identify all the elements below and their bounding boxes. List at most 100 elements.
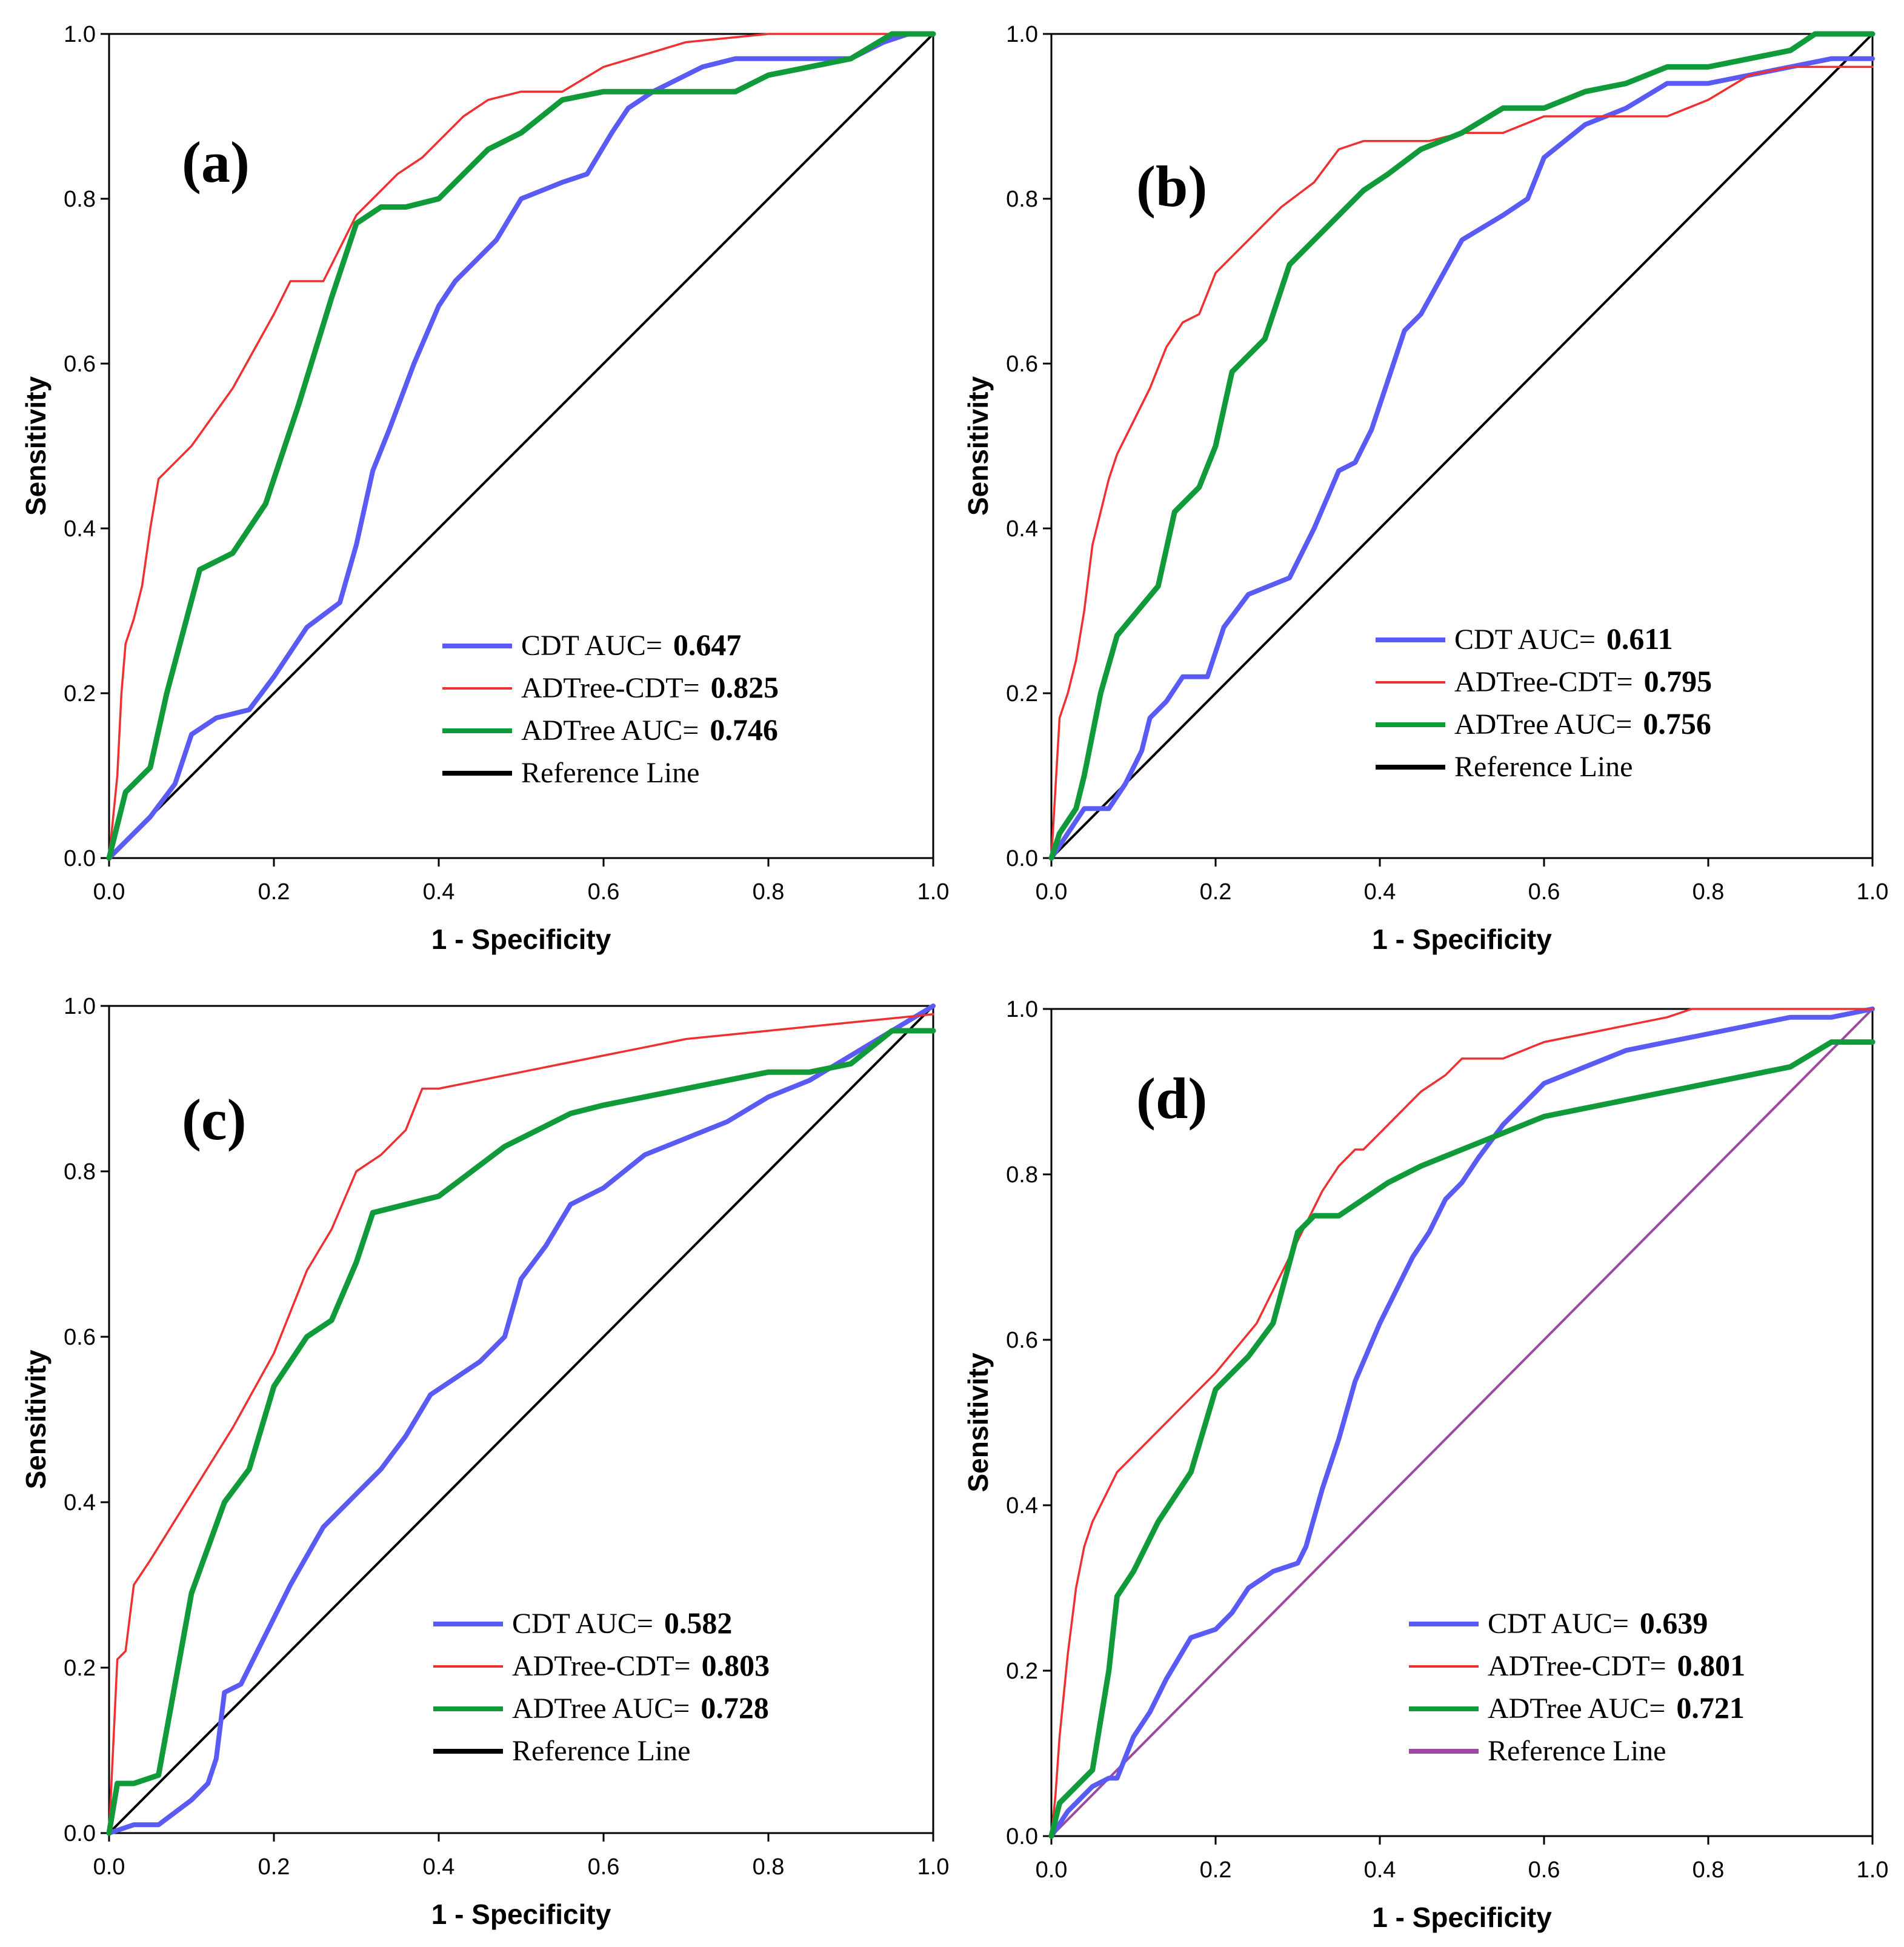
panel-label: (a) <box>182 130 250 195</box>
y-axis-title: Sensitivity <box>962 376 994 516</box>
panel-label: (c) <box>182 1087 247 1152</box>
roc-panel-b: 0.0 0.2 0.4 0.6 0.8 1.0 0.0 0.2 0.4 0.6 0.8 1.0 1 - … <box>962 22 1888 955</box>
legend-label: ADTree-CDT= <box>1488 1650 1666 1682</box>
adtree-cdt-roc-curve <box>108 1013 934 1834</box>
plot-frame <box>108 1005 934 1834</box>
y-axis-title: Sensitivity <box>20 1350 52 1489</box>
y-tick-label: 1.0 <box>1006 997 1038 1022</box>
x-tick-label: 0.6 <box>1528 1857 1560 1883</box>
x-tick-label: 0.0 <box>93 879 125 905</box>
y-tick-label: 0.0 <box>1006 846 1038 871</box>
x-tick-label: 0.8 <box>1693 1857 1725 1883</box>
x-tick-label: 0.2 <box>1200 879 1232 905</box>
cdt-roc-curve <box>107 32 936 860</box>
legend-label: Reference Line <box>512 1735 690 1767</box>
legend: CDT AUC= 0.639 ADTree-CDT= 0.801 ADTree AUC=… <box>1409 1606 1745 1767</box>
panel-label: (d) <box>1136 1066 1207 1131</box>
y-tick-label: 0.8 <box>1006 1162 1038 1188</box>
y-tick-label: 1.0 <box>64 994 96 1019</box>
y-tick-label: 0.2 <box>64 681 96 707</box>
legend-auc-value: 0.728 <box>701 1691 769 1725</box>
reference-roc-curve <box>1050 33 1874 859</box>
legend-label: Reference Line <box>1454 751 1633 783</box>
adtree-cdt-roc-curve <box>108 33 934 859</box>
y-tick-label: 0.2 <box>1006 1659 1038 1684</box>
legend-label: CDT AUC= <box>521 630 662 662</box>
x-tick-label: 1.0 <box>917 1854 950 1880</box>
x-tick-label: 1.0 <box>1857 879 1889 905</box>
legend-label: CDT AUC= <box>1454 624 1596 656</box>
y-tick-label: 0.0 <box>1006 1824 1038 1849</box>
y-tick-label: 0.0 <box>64 1821 96 1846</box>
legend-auc-value: 0.611 <box>1606 622 1673 656</box>
adtree-roc-curve <box>106 31 936 861</box>
y-tick-label: 0.6 <box>1006 1328 1038 1353</box>
x-tick-label: 0.4 <box>423 879 455 905</box>
x-axis-title: 1 - Specificity <box>1372 1902 1552 1933</box>
legend-label: ADTree AUC= <box>512 1692 690 1725</box>
x-tick-label: 0.6 <box>588 1854 620 1880</box>
cdt-roc-curve <box>107 1003 936 1836</box>
legend-label: CDT AUC= <box>1488 1608 1629 1640</box>
adtree-roc-curve <box>1048 1039 1876 1839</box>
roc-panel-d: 0.0 0.2 0.4 0.6 0.8 1.0 0.0 0.2 0.4 0.6 0.8 1.0 1 - … <box>962 997 1888 1933</box>
plot-frame <box>108 33 934 859</box>
x-tick-label: 0.8 <box>753 1854 785 1880</box>
legend-label: ADTree AUC= <box>521 714 699 747</box>
legend-auc-value: 0.647 <box>673 628 742 662</box>
y-tick-label: 0.8 <box>64 187 96 212</box>
plot-frame <box>1050 1008 1874 1837</box>
reference-roc-curve <box>108 33 934 859</box>
y-tick-label: 0.8 <box>64 1159 96 1185</box>
y-tick-label: 0.4 <box>64 516 96 542</box>
legend-label: ADTree AUC= <box>1488 1692 1665 1725</box>
y-tick-label: 0.6 <box>64 351 96 377</box>
legend-auc-value: 0.639 <box>1640 1606 1708 1640</box>
x-tick-label: 0.2 <box>258 879 290 905</box>
x-tick-label: 0.8 <box>1693 879 1725 905</box>
panel-label: (b) <box>1136 154 1207 219</box>
x-tick-label: 0.4 <box>1364 1857 1396 1883</box>
x-tick-label: 0.2 <box>258 1854 290 1880</box>
y-tick-label: 0.6 <box>1006 351 1038 377</box>
x-axis-title: 1 - Specificity <box>431 924 611 955</box>
x-tick-label: 0.4 <box>423 1854 455 1880</box>
legend-auc-value: 0.721 <box>1676 1691 1745 1725</box>
x-axis-title: 1 - Specificity <box>1372 924 1552 955</box>
roc-panel-c: 0.0 0.2 0.4 0.6 0.8 1.0 0.0 0.2 0.4 0.6 0.8 1.0 1 - … <box>20 994 949 1930</box>
x-tick-label: 0.4 <box>1364 879 1396 905</box>
adtree-roc-curve <box>1048 31 1876 861</box>
y-tick-label: 1.0 <box>64 22 96 47</box>
x-tick-label: 0.6 <box>1528 879 1560 905</box>
y-axis-title: Sensitivity <box>20 376 52 516</box>
legend-label: CDT AUC= <box>512 1608 653 1640</box>
reference-alt-roc-curve <box>1050 1008 1874 1837</box>
y-tick-label: 0.4 <box>1006 516 1038 542</box>
legend-label: Reference Line <box>1488 1735 1666 1767</box>
legend: CDT AUC= 0.647 ADTree-CDT= 0.825 ADTree AUC=… <box>442 628 779 789</box>
x-tick-label: 0.0 <box>1036 879 1068 905</box>
adtree-cdt-roc-curve <box>1050 1008 1874 1837</box>
legend-label: ADTree-CDT= <box>521 672 700 704</box>
x-tick-label: 0.0 <box>93 1854 125 1880</box>
legend-auc-value: 0.825 <box>711 670 779 704</box>
x-tick-label: 1.0 <box>917 879 950 905</box>
plot-frame <box>1050 33 1874 859</box>
legend: CDT AUC= 0.582 ADTree-CDT= 0.803 ADTree AUC=… <box>433 1606 770 1767</box>
legend-auc-value: 0.795 <box>1644 664 1713 698</box>
legend-label: Reference Line <box>521 757 699 789</box>
legend-auc-value: 0.582 <box>664 1606 733 1640</box>
y-axis-title: Sensitivity <box>962 1353 994 1493</box>
x-tick-label: 0.0 <box>1036 1857 1068 1883</box>
roc-panel-a: 0.0 0.2 0.4 0.6 0.8 1.0 0.0 0.2 0.4 0.6 0.8 1.0 1 - … <box>20 22 949 955</box>
legend-label: ADTree-CDT= <box>512 1650 691 1682</box>
y-tick-label: 0.4 <box>64 1490 96 1516</box>
x-tick-label: 0.8 <box>753 879 785 905</box>
adtree-cdt-roc-curve <box>1050 65 1874 859</box>
y-tick-label: 0.4 <box>1006 1493 1038 1519</box>
x-tick-label: 1.0 <box>1857 1857 1889 1883</box>
legend-auc-value: 0.801 <box>1677 1648 1746 1682</box>
legend-auc-value: 0.746 <box>710 713 778 747</box>
cdt-roc-curve <box>1049 56 1875 860</box>
